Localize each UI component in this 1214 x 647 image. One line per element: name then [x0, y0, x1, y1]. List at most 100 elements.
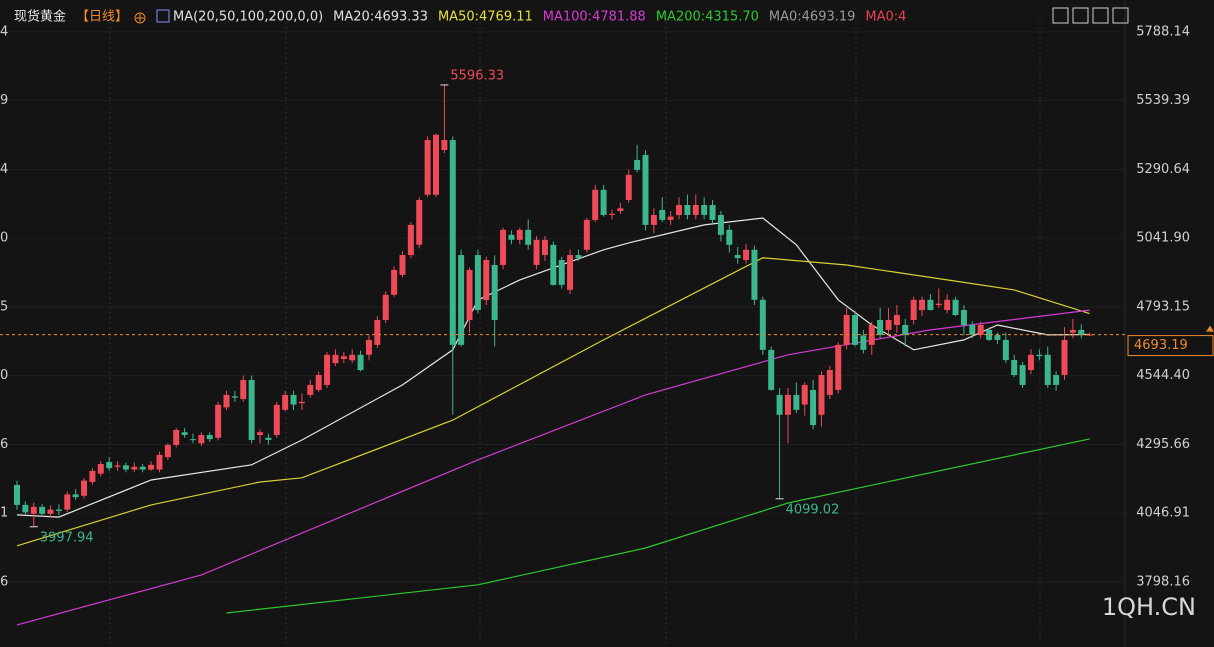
candle-body — [324, 354, 331, 385]
candle-body — [743, 249, 750, 261]
indicator-icon[interactable] — [156, 9, 170, 23]
vertical-grid — [109, 22, 1041, 647]
candle-body — [541, 239, 548, 256]
candle-body — [30, 506, 37, 514]
last-price-box — [1127, 335, 1214, 357]
candle-body — [533, 239, 540, 265]
legend-entry: MA50:4769.11 — [438, 10, 533, 25]
candle-body — [986, 329, 993, 340]
candle-body — [106, 462, 113, 469]
candle-body — [1036, 354, 1043, 357]
candle-body — [902, 324, 909, 335]
candle-body — [399, 255, 406, 275]
candle-body — [642, 154, 649, 225]
candle-body — [835, 344, 842, 390]
left-tick-label: 0 — [0, 231, 8, 246]
left-tick-label: 6 — [0, 437, 8, 452]
high-label: 5596.33 — [450, 68, 504, 83]
candle-body — [382, 294, 389, 320]
y-tick-label: 4544.40 — [1136, 368, 1190, 383]
candle-body — [1086, 334, 1093, 336]
candle-body — [826, 370, 833, 395]
candle-body — [391, 269, 398, 295]
candle-body — [810, 389, 817, 426]
candle-body — [525, 229, 532, 245]
candle-body — [1061, 339, 1068, 375]
candle-body — [734, 255, 741, 259]
candle-body — [248, 379, 255, 440]
candle-body — [81, 480, 88, 496]
chart-title: 现货黄金 — [14, 9, 66, 25]
candle-body — [148, 464, 155, 470]
y-tick-label: 4046.91 — [1136, 506, 1190, 521]
candle-body — [1019, 365, 1026, 385]
left-tick-label: 9 — [0, 93, 8, 108]
tool-icon[interactable] — [1112, 7, 1129, 24]
candle-body — [575, 255, 582, 259]
candle-body — [885, 319, 892, 330]
candle-body — [240, 379, 247, 400]
candle-body — [39, 506, 46, 514]
y-tick-label: 4295.66 — [1136, 437, 1190, 452]
candle-body — [1053, 374, 1060, 385]
candle-body — [22, 504, 29, 513]
y-tick-label: 5539.39 — [1136, 93, 1190, 108]
tool-icon[interactable] — [1092, 7, 1109, 24]
candle-body — [257, 432, 264, 435]
candle-body — [667, 216, 674, 220]
candle-body — [181, 432, 188, 435]
candle-body — [919, 299, 926, 311]
candle-body — [676, 204, 683, 215]
candle-body — [357, 354, 364, 371]
candle-body — [424, 140, 431, 195]
candle-body — [441, 140, 448, 150]
candle-body — [960, 310, 967, 325]
candle-body — [768, 349, 775, 390]
add-icon[interactable] — [134, 12, 146, 24]
candle-body — [684, 204, 691, 215]
left-tick-label: 4 — [0, 24, 8, 39]
candle-body — [944, 299, 951, 311]
candle-body — [265, 437, 272, 440]
ma-line — [16, 217, 1090, 518]
tool-icon[interactable] — [1052, 7, 1069, 24]
candle-body — [349, 354, 356, 361]
candle-body — [751, 249, 758, 300]
candle-body — [433, 134, 439, 195]
candle-body — [625, 174, 632, 201]
period: 【日线】 — [76, 10, 128, 25]
y-tick-label: 5290.64 — [1136, 162, 1190, 177]
candle-body — [416, 200, 423, 245]
candle-body — [231, 396, 238, 398]
candle-body — [927, 299, 934, 311]
candle-body — [1011, 360, 1018, 375]
candle-body — [449, 140, 456, 345]
candle-body — [122, 465, 129, 470]
legend-entry: MA0:4 — [865, 10, 906, 25]
candle-body — [818, 374, 825, 415]
candle-body — [1044, 354, 1051, 385]
candle-body — [592, 189, 599, 220]
candle-body — [843, 315, 850, 345]
candle-body — [567, 255, 574, 290]
candle-body — [332, 354, 339, 364]
candle-body — [776, 394, 783, 415]
candle-body — [893, 315, 900, 325]
legend-entry: MA200:4315.70 — [656, 10, 759, 25]
candle-body — [508, 234, 515, 240]
candle-body — [801, 384, 808, 405]
candle-body — [726, 229, 733, 245]
candle-body — [994, 334, 1001, 340]
ma-line — [226, 438, 1090, 614]
candle-body — [298, 401, 305, 404]
candle-body — [550, 244, 557, 285]
candle-body — [692, 204, 699, 215]
candle-body — [374, 319, 381, 345]
low-label: 4099.02 — [786, 502, 840, 517]
tool-icon[interactable] — [1072, 7, 1089, 24]
candle-body — [139, 466, 146, 470]
candle-body — [516, 229, 523, 240]
candle-body — [458, 255, 465, 345]
candle-body — [659, 209, 666, 220]
